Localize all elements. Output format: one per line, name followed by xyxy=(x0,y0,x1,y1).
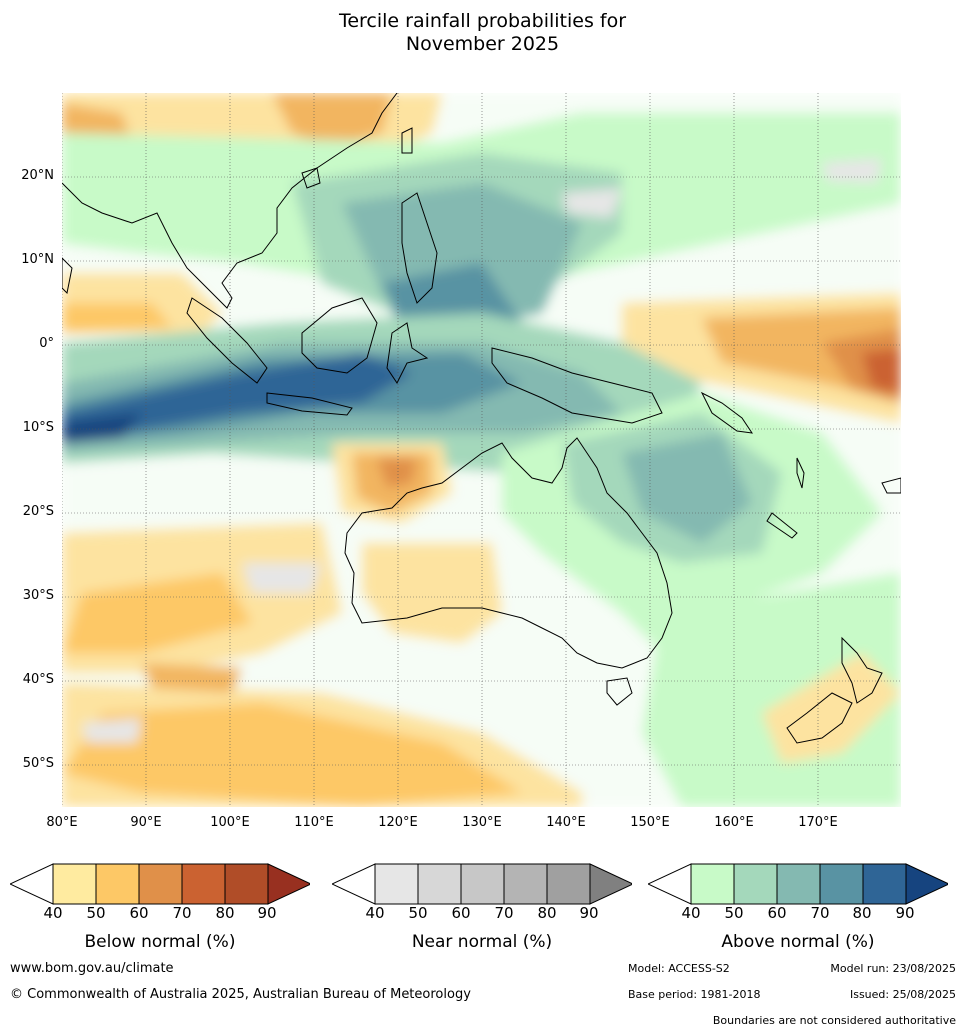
lon-label-90e: 90°E xyxy=(130,815,162,830)
tick-below-90: 90 xyxy=(257,904,277,922)
fiji xyxy=(881,477,901,494)
tick-below-60: 60 xyxy=(129,904,149,922)
legend-title-above: Above normal (%) xyxy=(721,932,875,952)
lat-label-20s: 20°S xyxy=(22,504,54,519)
lon-label-150e: 150°E xyxy=(630,815,670,830)
near-bar-segment xyxy=(460,863,505,905)
australia-coast xyxy=(344,437,673,669)
colorbar-near-normal xyxy=(332,863,632,905)
tick-near-60: 60 xyxy=(451,904,471,922)
taiwan-coast xyxy=(401,127,413,154)
tick-above-60: 60 xyxy=(767,904,787,922)
borneo-coast xyxy=(301,297,378,374)
lon-label-140e: 140°E xyxy=(546,815,586,830)
asia-coast xyxy=(62,93,398,309)
coastlines xyxy=(62,93,901,744)
tick-near-70: 70 xyxy=(494,904,514,922)
sulawesi-coast xyxy=(386,322,429,384)
new-zealand-south-island xyxy=(786,692,853,744)
legend-above-normal xyxy=(648,862,948,906)
lon-label-130e: 130°E xyxy=(462,815,502,830)
below-bar-segment xyxy=(95,863,140,905)
legend-below-normal xyxy=(10,862,310,906)
lon-label-100e: 100°E xyxy=(210,815,250,830)
footer-copyright: © Commonwealth of Australia 2025, Austra… xyxy=(10,987,471,1002)
philippines-coast xyxy=(401,192,438,304)
tick-above-70: 70 xyxy=(810,904,830,922)
legend-title-below: Below normal (%) xyxy=(84,932,236,952)
graticule xyxy=(62,93,901,807)
lat-label-20n: 20°N xyxy=(21,168,54,183)
tick-above-80: 80 xyxy=(852,904,872,922)
lat-label-50s: 50°S xyxy=(22,756,54,771)
lat-label-10n: 10°N xyxy=(21,252,54,267)
below-bar-segment xyxy=(181,863,226,905)
near-bar-segment xyxy=(374,863,419,905)
below-bar-under xyxy=(10,863,54,905)
legend-near-normal xyxy=(332,862,632,906)
below-bar-segment xyxy=(52,863,97,905)
map-title: Tercile rainfall probabilities for Novem… xyxy=(0,10,965,56)
tick-below-40: 40 xyxy=(43,904,63,922)
above-bar-segment xyxy=(733,863,778,905)
tick-near-40: 40 xyxy=(365,904,385,922)
lat-label-30s: 30°S xyxy=(22,588,54,603)
above-bar-over xyxy=(905,863,948,905)
near-bar-segment xyxy=(503,863,548,905)
near-bar-segment xyxy=(417,863,462,905)
java-coast xyxy=(266,392,353,416)
above-bar-segment xyxy=(690,863,735,905)
lon-label-120e: 120°E xyxy=(378,815,418,830)
title-line-1: Tercile rainfall probabilities for xyxy=(338,10,627,32)
lat-label-40s: 40°S xyxy=(22,672,54,687)
legend-title-near: Near normal (%) xyxy=(411,932,553,952)
tick-above-50: 50 xyxy=(724,904,744,922)
below-bar-over xyxy=(267,863,310,905)
above-bar-segment xyxy=(862,863,907,905)
colorbar-above-normal xyxy=(648,863,948,905)
below-bar-segment xyxy=(224,863,269,905)
title-line-2: November 2025 xyxy=(405,33,560,55)
lon-label-160e: 160°E xyxy=(714,815,754,830)
lat-label-0: 0° xyxy=(39,336,54,351)
tick-near-80: 80 xyxy=(537,904,557,922)
tick-above-90: 90 xyxy=(895,904,915,922)
new-guinea-coast xyxy=(491,347,663,424)
below-bar-segment xyxy=(138,863,183,905)
footer-model: Model: ACCESS-S2 xyxy=(628,962,730,975)
near-bar-over xyxy=(589,863,632,905)
tick-above-40: 40 xyxy=(681,904,701,922)
tick-near-90: 90 xyxy=(579,904,599,922)
lon-label-110e: 110°E xyxy=(294,815,334,830)
hainan-coast xyxy=(301,167,321,189)
footer-model-run: Model run: 23/08/2025 xyxy=(830,962,956,975)
vanuatu xyxy=(796,457,805,489)
footer-base-period: Base period: 1981-2018 xyxy=(628,988,761,1001)
tick-below-70: 70 xyxy=(172,904,192,922)
tasmania-coast xyxy=(606,677,633,706)
near-bar-segment xyxy=(546,863,591,905)
above-bar-segment xyxy=(819,863,864,905)
footer-issued: Issued: 25/08/2025 xyxy=(849,988,956,1001)
near-bar-under xyxy=(332,863,376,905)
probability-shading xyxy=(62,93,901,807)
footer-url: www.bom.gov.au/climate xyxy=(10,961,174,976)
colorbar-below-normal xyxy=(10,863,310,905)
sumatra-coast xyxy=(186,297,268,384)
footer-disclaimer: Boundaries are not considered authoritat… xyxy=(712,1014,956,1027)
lat-label-10s: 10°S xyxy=(22,420,54,435)
above-bar-segment xyxy=(776,863,821,905)
lon-label-170e: 170°E xyxy=(798,815,838,830)
above-bar-under xyxy=(648,863,692,905)
rainfall-probability-map xyxy=(62,93,901,807)
lon-label-80e: 80°E xyxy=(46,815,78,830)
new-zealand-north-island xyxy=(841,636,883,704)
new-caledonia xyxy=(766,512,798,539)
tick-near-50: 50 xyxy=(408,904,428,922)
tick-below-50: 50 xyxy=(86,904,106,922)
tick-below-80: 80 xyxy=(215,904,235,922)
sri-lanka-coast xyxy=(62,257,73,295)
solomon-islands xyxy=(700,391,754,434)
